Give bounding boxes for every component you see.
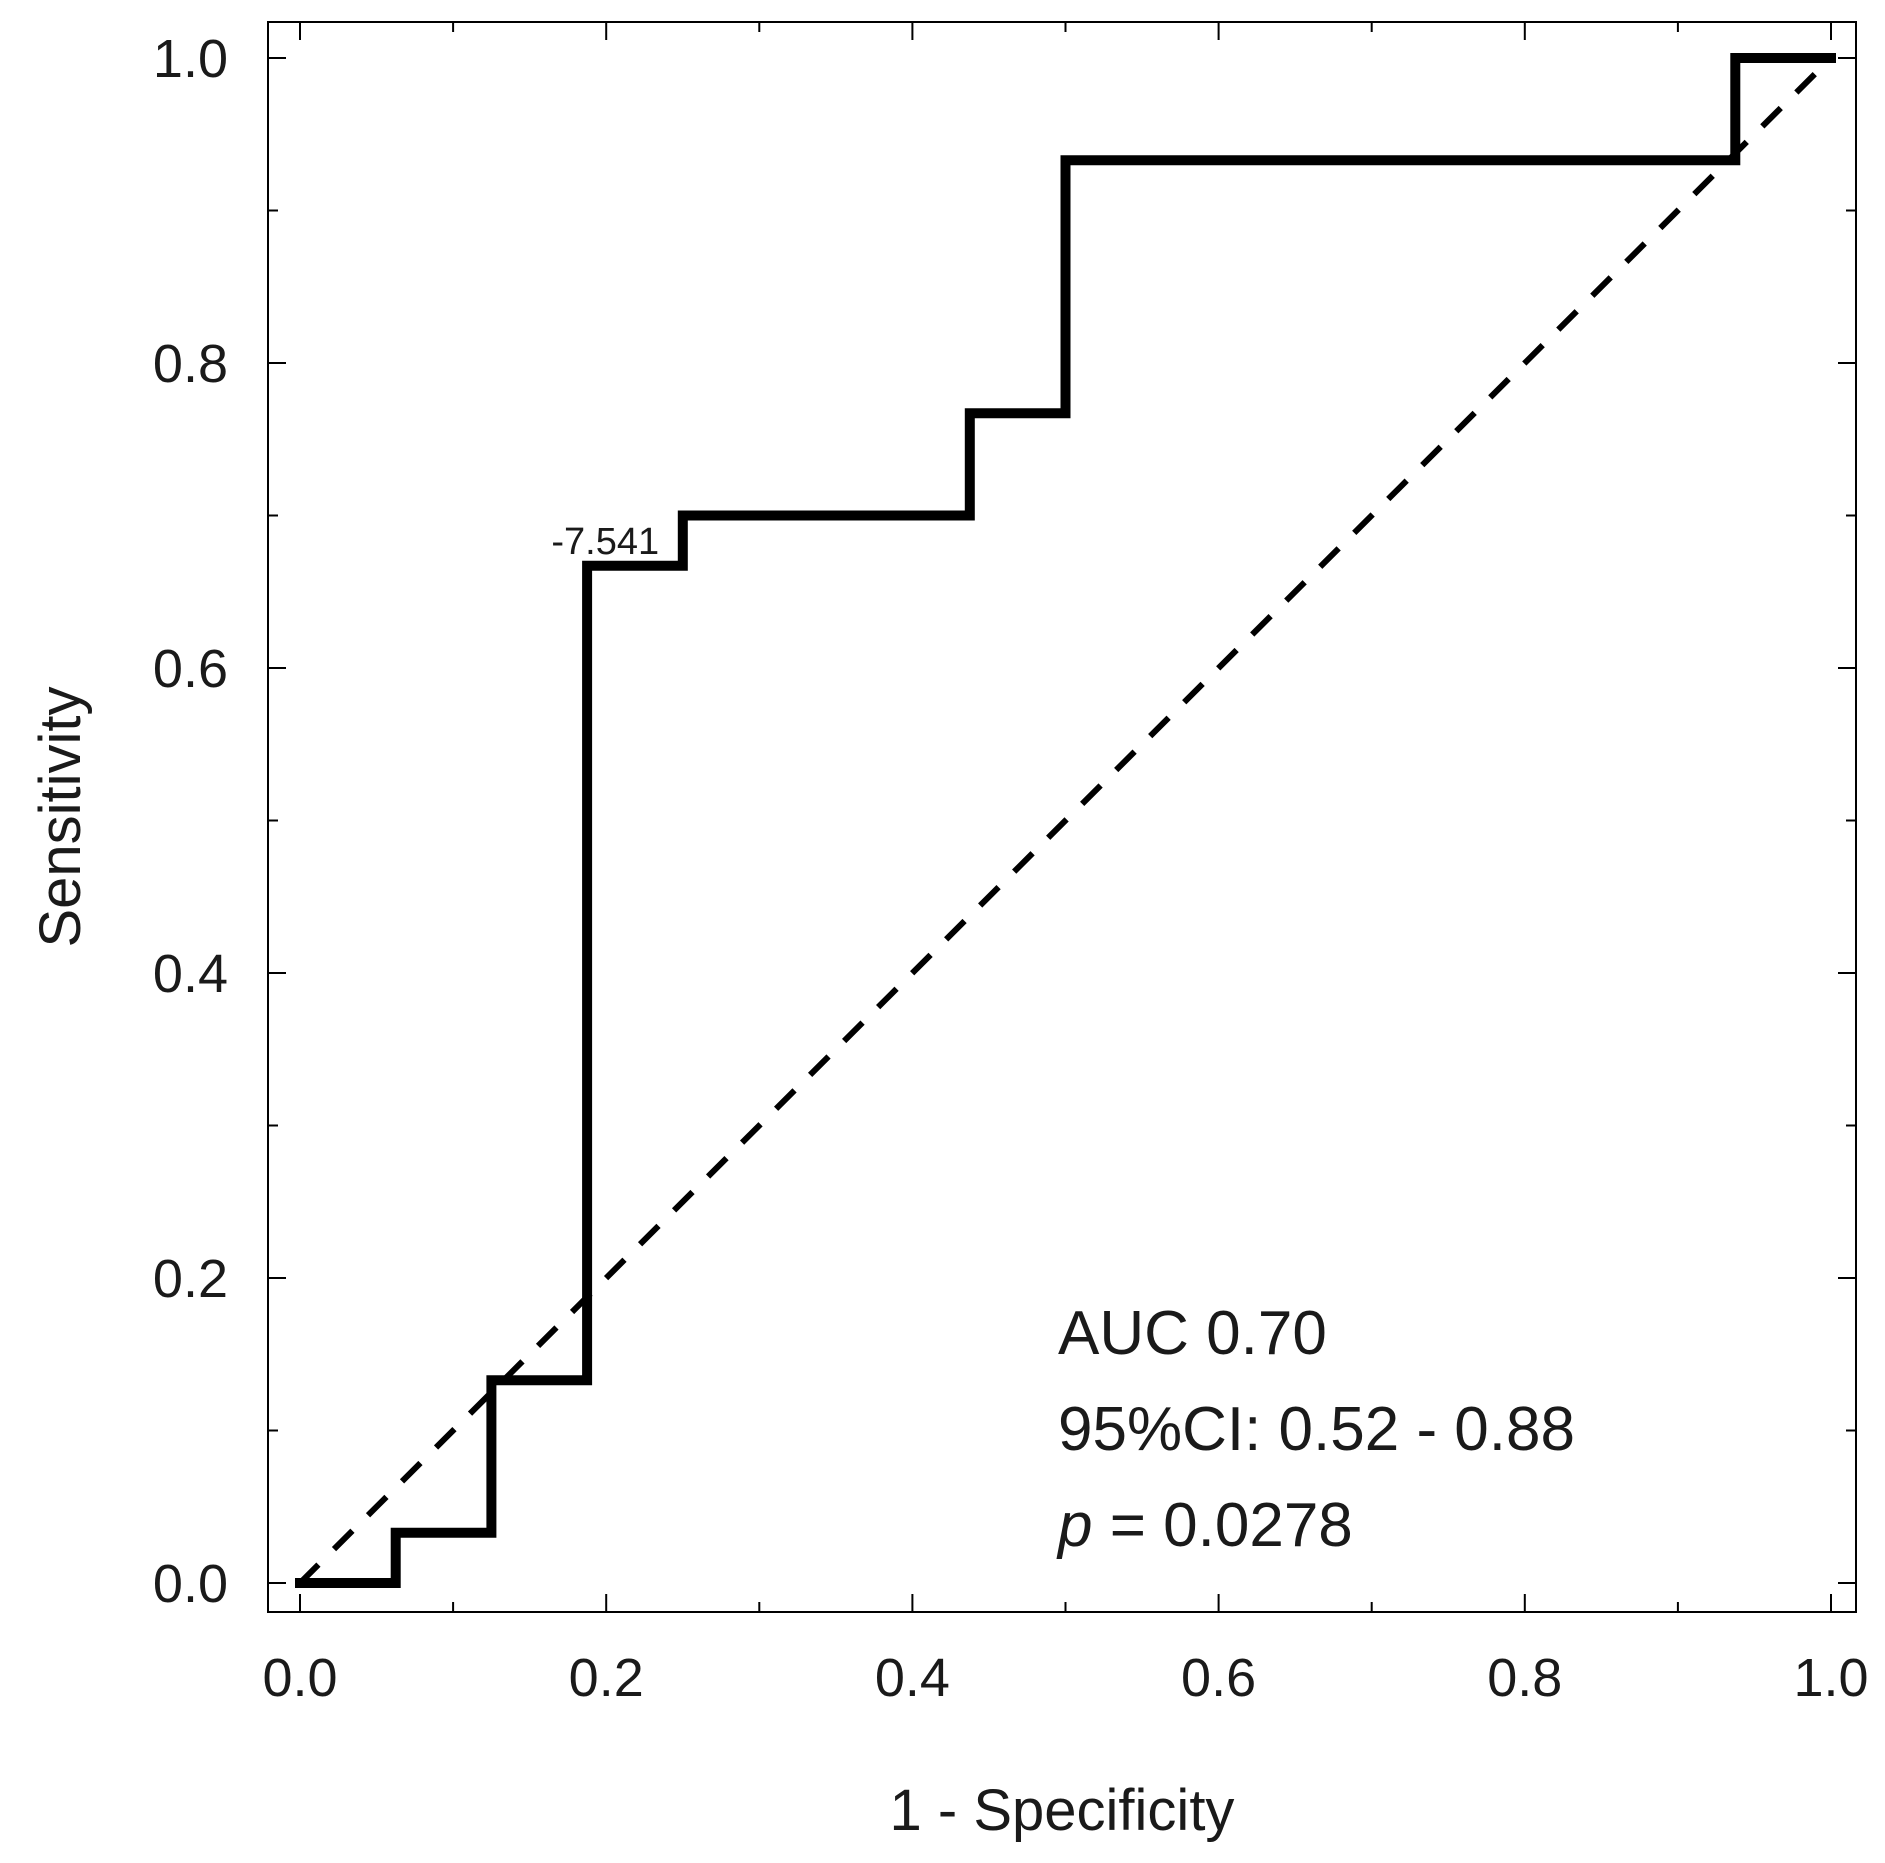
x-axis-title: 1 - Specificity [890,1778,1235,1843]
p-symbol: p [1056,1491,1092,1560]
y-tick-label: 0.4 [153,944,228,1004]
p-value-text: = 0.0278 [1092,1491,1352,1560]
cutoff-label: -7.541 [551,521,659,563]
y-axis-title: Sensitivity [28,686,93,947]
x-tick-label: 0.0 [262,1648,337,1708]
y-tick-label: 0.2 [153,1249,228,1309]
ci-annotation: 95%CI: 0.52 - 0.88 [1058,1395,1575,1464]
tick-labels: 0.0 0.2 0.4 0.6 0.8 1.0 0.0 0.2 0.4 0.6 0.8 1.0 [153,29,1869,1708]
reference-diagonal-line [297,55,1834,1586]
x-tick-label: 0.6 [1181,1648,1256,1708]
y-tick-label: 0.0 [153,1554,228,1614]
x-tick-label: 0.2 [569,1648,644,1708]
x-tick-label: 0.8 [1487,1648,1562,1708]
plot-frame [267,21,1857,1613]
tick-marks [268,22,1856,1612]
x-tick-label: 0.4 [875,1648,950,1708]
auc-annotation: AUC 0.70 [1058,1299,1327,1368]
y-tick-label: 0.8 [153,334,228,394]
p-value-annotation: p = 0.0278 [1056,1491,1353,1560]
y-tick-label: 0.6 [153,639,228,699]
y-tick-label: 1.0 [153,29,228,89]
roc-curve-line [295,53,1836,1588]
x-tick-label: 1.0 [1793,1648,1868,1708]
